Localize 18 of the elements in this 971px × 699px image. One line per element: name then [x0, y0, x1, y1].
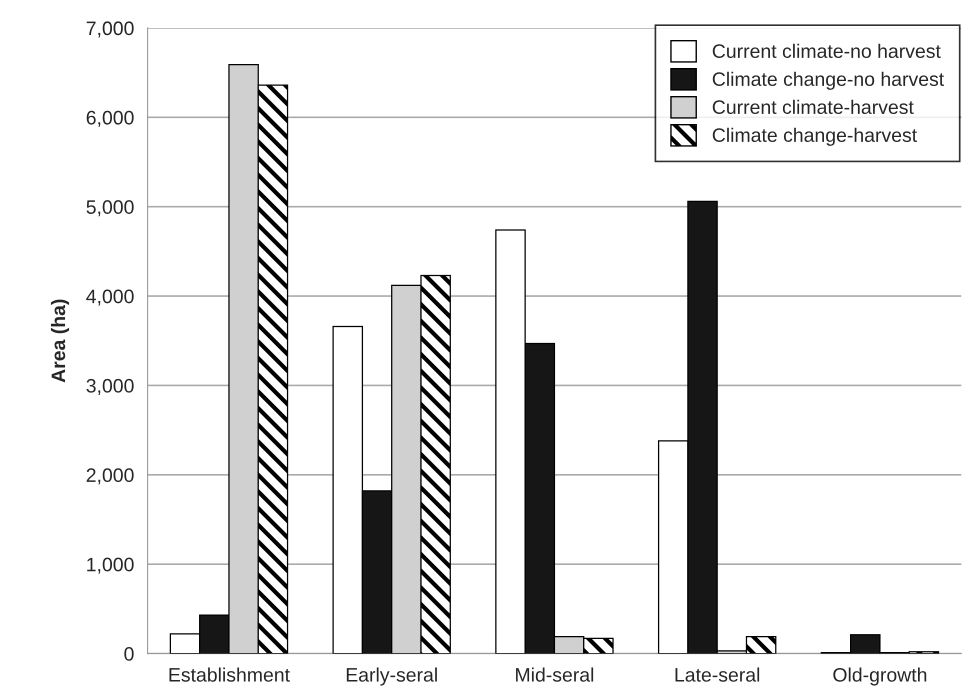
- y-tick-label: 4,000: [86, 290, 134, 306]
- x-tick-label: Establishment: [169, 667, 290, 682]
- y-tick-label: 7,000: [86, 21, 134, 38]
- x-tick-label: Mid-seral: [516, 667, 594, 682]
- x-tick-label: Late-seral: [676, 667, 760, 682]
- x-tick-label: Old-growth: [833, 667, 926, 686]
- legend-label: Current climate-no harvest: [712, 44, 941, 58]
- y-tick-label: 3,000: [86, 378, 134, 395]
- y-tick-label: 0: [124, 647, 134, 661]
- y-tick-label: 2,000: [86, 468, 134, 484]
- legend-label: Climate change-harvest: [712, 128, 917, 146]
- y-axis-title: Area (ha): [50, 300, 70, 382]
- x-tick-label: Early-seral: [346, 667, 437, 686]
- legend-label: Current climate-harvest: [712, 100, 914, 114]
- legend-label: Climate change-no harvest: [712, 72, 944, 90]
- y-tick-label: 1,000: [87, 558, 134, 574]
- y-tick-label: 6,000: [86, 110, 134, 127]
- y-tick-label: 5,000: [86, 200, 134, 216]
